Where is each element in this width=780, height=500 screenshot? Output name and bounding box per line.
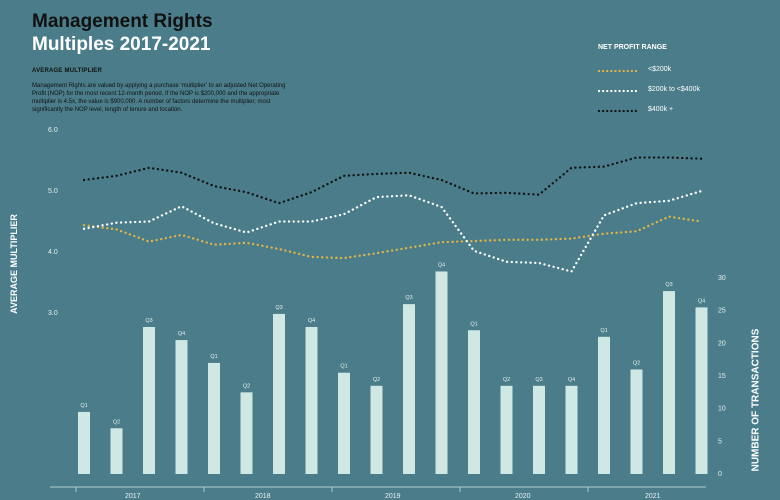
y-right-tick-label: 30 bbox=[718, 275, 726, 282]
y-left-tick-label: 3.0 bbox=[48, 310, 58, 317]
bar bbox=[435, 271, 448, 474]
legend-label: <$200k bbox=[648, 66, 672, 73]
y-left-tick-label: 4.0 bbox=[48, 249, 58, 256]
year-label: 2019 bbox=[385, 493, 401, 500]
bar-quarter-label: Q2 bbox=[503, 377, 510, 383]
bar bbox=[78, 411, 90, 474]
bar-quarter-label: Q2 bbox=[633, 360, 640, 366]
bar-quarter-label: Q1 bbox=[340, 364, 347, 370]
bar bbox=[370, 385, 383, 474]
bar-quarter-label: Q3 bbox=[535, 377, 542, 383]
bar-quarter-label: Q1 bbox=[470, 321, 477, 327]
legend-label: $400k + bbox=[648, 106, 674, 113]
legend-label: $200k to <$400k bbox=[648, 86, 700, 93]
chart-title-line-1: Management Rights bbox=[32, 11, 213, 32]
series-line bbox=[82, 156, 703, 205]
y-right-tick-label: 15 bbox=[718, 373, 726, 380]
y-right-tick-label: 5 bbox=[718, 438, 722, 445]
year-label: 2020 bbox=[515, 493, 531, 500]
legend-title: NET PROFIT RANGE bbox=[598, 44, 667, 51]
year-label: 2021 bbox=[645, 493, 661, 500]
bar-quarter-label: Q4 bbox=[698, 298, 705, 304]
bar-quarter-label: Q4 bbox=[568, 377, 575, 383]
bar-quarter-label: Q1 bbox=[80, 403, 87, 409]
bar-quarter-label: Q3 bbox=[275, 305, 282, 311]
bar-quarter-label: Q4 bbox=[308, 318, 315, 324]
bar bbox=[175, 340, 188, 474]
y-right-tick-label: 10 bbox=[718, 406, 726, 413]
series-line bbox=[82, 215, 703, 260]
bar-quarter-label: Q3 bbox=[405, 295, 412, 301]
bar bbox=[208, 362, 220, 474]
bar bbox=[305, 327, 318, 474]
chart-description: Management Rights are valued by applying… bbox=[32, 83, 286, 113]
bar bbox=[403, 304, 415, 474]
bar bbox=[110, 428, 123, 474]
bar-quarter-label: Q1 bbox=[210, 354, 217, 360]
bar bbox=[143, 327, 155, 474]
bar bbox=[695, 307, 708, 474]
bar bbox=[598, 336, 610, 474]
bar bbox=[500, 385, 513, 474]
bar-quarter-label: Q4 bbox=[178, 331, 185, 337]
year-label: 2018 bbox=[255, 493, 271, 500]
bar-quarter-label: Q2 bbox=[243, 383, 250, 389]
series-line bbox=[82, 189, 703, 273]
bar bbox=[630, 369, 643, 474]
y-left-tick-label: 6.0 bbox=[48, 127, 58, 134]
year-label: 2017 bbox=[125, 493, 141, 500]
bar-quarter-label: Q4 bbox=[438, 262, 445, 268]
chart-title-line-2: Multiples 2017-2021 bbox=[32, 34, 211, 55]
bar bbox=[338, 372, 350, 474]
y-right-tick-label: 25 bbox=[718, 308, 726, 315]
y-right-tick-label: 20 bbox=[718, 340, 726, 347]
chart-title: Management Rights Multiples 2017-2021 bbox=[32, 10, 213, 56]
bar bbox=[273, 313, 285, 474]
bar bbox=[663, 291, 675, 474]
bar-quarter-label: Q2 bbox=[373, 377, 380, 383]
y-left-tick-label: 5.0 bbox=[48, 188, 58, 195]
bar-quarter-label: Q1 bbox=[600, 328, 607, 334]
bar bbox=[240, 392, 253, 474]
bar-quarter-label: Q2 bbox=[113, 419, 120, 425]
bar bbox=[533, 385, 545, 474]
bar-quarter-label: Q3 bbox=[665, 282, 672, 288]
bar-quarter-label: Q3 bbox=[145, 318, 152, 324]
chart-subheading: AVERAGE MULTIPLIER bbox=[32, 68, 103, 74]
bar bbox=[565, 385, 578, 474]
y-right-tick-label: 0 bbox=[718, 471, 722, 478]
bar bbox=[468, 330, 480, 474]
